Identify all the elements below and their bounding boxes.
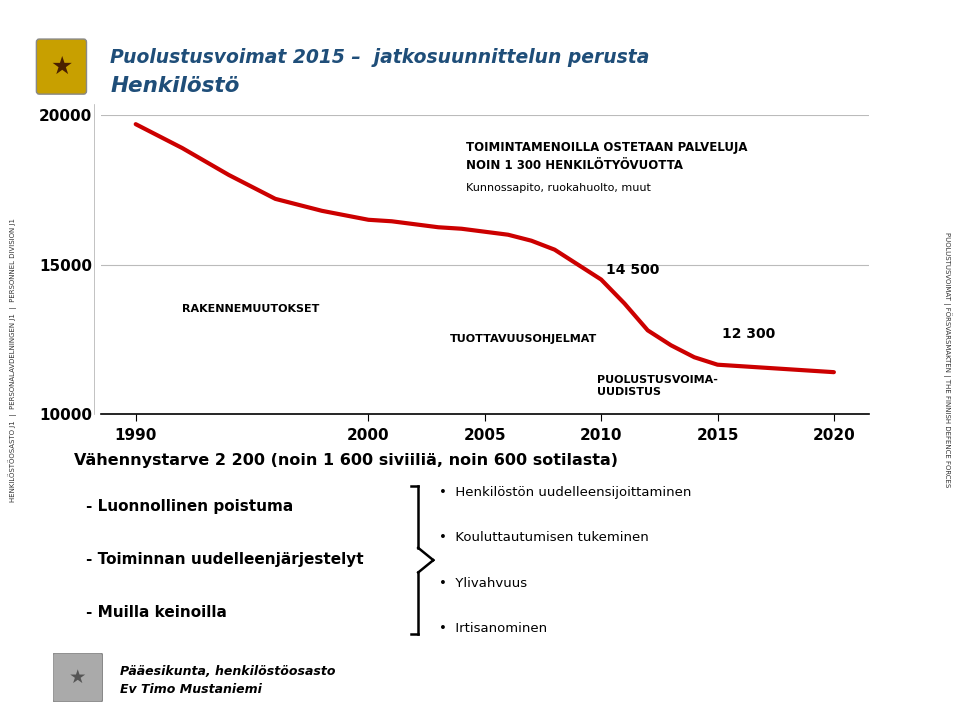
Text: 14 500: 14 500 xyxy=(606,263,660,276)
Text: - Luonnollinen poistuma: - Luonnollinen poistuma xyxy=(86,498,294,513)
Text: PUOLUSTUSVOIMA-
UUDISTUS: PUOLUSTUSVOIMA- UUDISTUS xyxy=(596,375,717,397)
FancyBboxPatch shape xyxy=(36,39,86,94)
Text: 12 300: 12 300 xyxy=(722,327,776,341)
Text: Puolustusvoimat 2015 –  jatkosuunnittelun perusta: Puolustusvoimat 2015 – jatkosuunnittelun… xyxy=(110,48,650,67)
Text: RAKENNEMUUTOKSET: RAKENNEMUUTOKSET xyxy=(182,305,320,315)
Text: •  Henkilöstön uudelleensijoittaminen: • Henkilöstön uudelleensijoittaminen xyxy=(440,486,691,499)
Text: Henkilöstö: Henkilöstö xyxy=(110,76,240,96)
Text: Ev Timo Mustaniemi: Ev Timo Mustaniemi xyxy=(120,683,262,696)
Text: HENKILÖSTÖOSASTO J1  |  PERSONALAVDELNINGEN J1  |  PERSONNEL DIVISION J1: HENKILÖSTÖOSASTO J1 | PERSONALAVDELNINGE… xyxy=(8,218,17,502)
Text: TOIMINTAMENOILLA OSTETAAN PALVELUJA: TOIMINTAMENOILLA OSTETAAN PALVELUJA xyxy=(467,141,748,154)
Text: Pääesikunta, henkilöstöosasto: Pääesikunta, henkilöstöosasto xyxy=(120,665,335,678)
Text: •  Irtisanominen: • Irtisanominen xyxy=(440,621,547,635)
Text: PUOLUSTUSVOIMAT | FÖRSVARSMAKTEN | THE FINNISH DEFENCE FORCES: PUOLUSTUSVOIMAT | FÖRSVARSMAKTEN | THE F… xyxy=(943,233,952,487)
FancyBboxPatch shape xyxy=(53,653,103,702)
Text: Vähennystarve 2 200 (noin 1 600 siviiliä, noin 600 sotilasta): Vähennystarve 2 200 (noin 1 600 siviiliä… xyxy=(74,454,618,469)
Text: ★: ★ xyxy=(50,55,73,78)
Text: •  Ylivahvuus: • Ylivahvuus xyxy=(440,577,527,590)
Text: - Muilla keinoilla: - Muilla keinoilla xyxy=(86,606,228,621)
Text: ★: ★ xyxy=(69,668,86,687)
Text: - Toiminnan uudelleenjärjestelyt: - Toiminnan uudelleenjärjestelyt xyxy=(86,552,364,567)
Text: NOIN 1 300 HENKILÖTYÖVUOTTA: NOIN 1 300 HENKILÖTYÖVUOTTA xyxy=(467,159,684,172)
Text: •  Kouluttautumisen tukeminen: • Kouluttautumisen tukeminen xyxy=(440,531,649,544)
Text: TUOTTAVUUSOHJELMAT: TUOTTAVUUSOHJELMAT xyxy=(450,334,597,344)
Text: Kunnossapito, ruokahuolto, muut: Kunnossapito, ruokahuolto, muut xyxy=(467,183,651,193)
